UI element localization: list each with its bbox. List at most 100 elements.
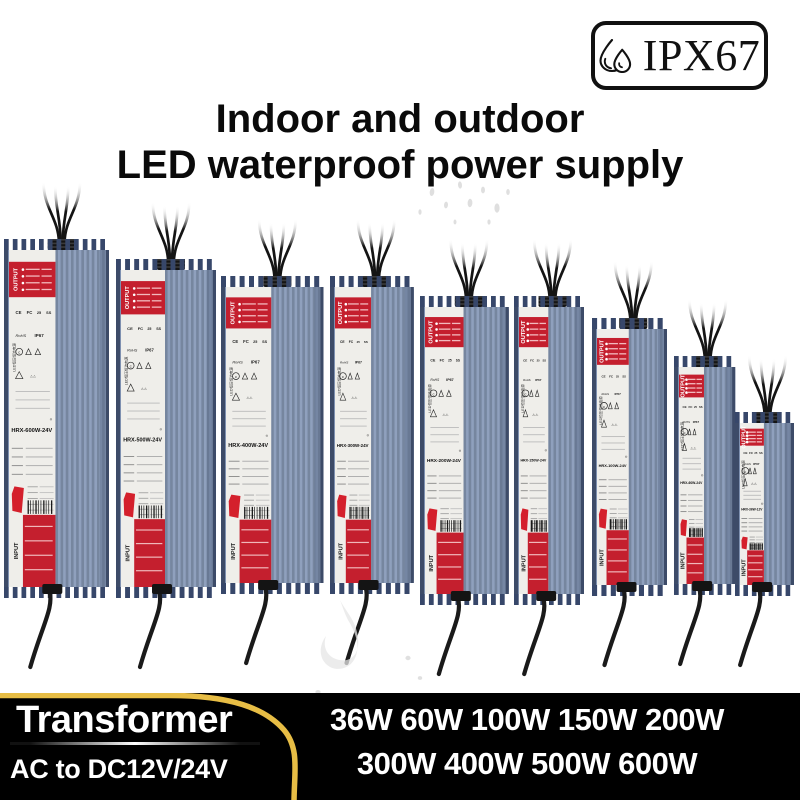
svg-text:HRX-60W-24V: HRX-60W-24V bbox=[680, 481, 703, 485]
svg-text:IP67: IP67 bbox=[535, 378, 542, 382]
svg-text:SS: SS bbox=[759, 451, 763, 455]
svg-text:⚠︎⚠︎: ⚠︎⚠︎ bbox=[751, 482, 757, 486]
svg-text:RoHS: RoHS bbox=[430, 378, 440, 382]
svg-text:⚠︎⚠︎: ⚠︎⚠︎ bbox=[611, 423, 617, 427]
svg-text:LED恒压恒流电源: LED恒压恒流电源 bbox=[11, 343, 16, 372]
svg-text:CE: CE bbox=[523, 359, 527, 363]
svg-text:INPUT: INPUT bbox=[681, 552, 687, 569]
svg-text:HRX-200W-24V: HRX-200W-24V bbox=[427, 458, 462, 464]
svg-text:LED恒压恒流电源: LED恒压恒流电源 bbox=[520, 384, 525, 413]
svg-text:c: c bbox=[683, 430, 685, 435]
svg-text:HRX-100W-24V: HRX-100W-24V bbox=[598, 463, 626, 468]
svg-text:⚠︎⚠︎: ⚠︎⚠︎ bbox=[442, 413, 448, 417]
svg-text:c: c bbox=[432, 391, 434, 396]
svg-text:25: 25 bbox=[148, 327, 152, 331]
svg-text:⚠︎⚠︎: ⚠︎⚠︎ bbox=[141, 387, 147, 391]
svg-text:INPUT: INPUT bbox=[521, 554, 527, 571]
svg-text:FC: FC bbox=[440, 359, 445, 363]
svg-text:CE: CE bbox=[127, 326, 133, 331]
svg-text:CE: CE bbox=[682, 405, 686, 409]
svg-text:25: 25 bbox=[616, 375, 619, 379]
svg-text:RoHS: RoHS bbox=[127, 349, 138, 353]
svg-text:HRX-600W-24V: HRX-600W-24V bbox=[11, 428, 52, 434]
svg-text:LED恒压恒流电源: LED恒压恒流电源 bbox=[598, 396, 603, 425]
svg-text:LED恒压恒流电源: LED恒压恒流电源 bbox=[427, 384, 432, 413]
svg-text:RoHS: RoHS bbox=[523, 378, 531, 382]
svg-text:⚠︎⚠︎: ⚠︎⚠︎ bbox=[351, 396, 357, 400]
svg-text:c: c bbox=[235, 374, 237, 379]
svg-text:c: c bbox=[524, 391, 526, 396]
svg-text:SS: SS bbox=[699, 405, 703, 409]
svg-text:HRX-300W-24V: HRX-300W-24V bbox=[337, 443, 369, 448]
svg-text:OUTPUT: OUTPUT bbox=[125, 286, 131, 310]
svg-text:IP67: IP67 bbox=[355, 360, 362, 364]
svg-text:INPUT: INPUT bbox=[742, 559, 748, 576]
svg-text:IP67: IP67 bbox=[693, 420, 700, 424]
svg-text:IP67: IP67 bbox=[753, 462, 760, 466]
svg-text:OUTPUT: OUTPUT bbox=[599, 339, 605, 363]
svg-text:c: c bbox=[342, 374, 344, 379]
svg-text:FC: FC bbox=[349, 340, 354, 344]
svg-text:OUTPUT: OUTPUT bbox=[680, 374, 686, 398]
svg-text:HRX-150W-24V: HRX-150W-24V bbox=[520, 459, 546, 463]
svg-text:OUTPUT: OUTPUT bbox=[338, 301, 344, 325]
svg-text:LED恒压恒流电源: LED恒压恒流电源 bbox=[337, 367, 342, 396]
svg-text:RoHS: RoHS bbox=[15, 333, 26, 338]
svg-text:⚠︎⚠︎: ⚠︎⚠︎ bbox=[690, 447, 696, 451]
svg-text:CE: CE bbox=[15, 310, 21, 315]
svg-text:IP67: IP67 bbox=[34, 333, 44, 338]
svg-text:25: 25 bbox=[357, 340, 361, 344]
svg-text:25: 25 bbox=[754, 451, 757, 455]
svg-text:RoHS: RoHS bbox=[682, 420, 690, 424]
svg-text:c: c bbox=[18, 350, 20, 355]
svg-text:SS: SS bbox=[46, 311, 52, 315]
svg-text:OUTPUT: OUTPUT bbox=[521, 320, 527, 344]
svg-text:FC: FC bbox=[138, 326, 143, 331]
svg-text:INPUT: INPUT bbox=[338, 542, 344, 559]
svg-text:CE: CE bbox=[601, 375, 605, 379]
svg-text:INPUT: INPUT bbox=[429, 554, 435, 571]
svg-text:FC: FC bbox=[243, 339, 249, 344]
svg-text:SS: SS bbox=[262, 340, 267, 344]
svg-text:IP67: IP67 bbox=[145, 348, 154, 353]
svg-text:HRX-500W-24V: HRX-500W-24V bbox=[123, 437, 162, 443]
svg-text:25: 25 bbox=[694, 405, 697, 409]
svg-text:IP67: IP67 bbox=[446, 378, 454, 382]
svg-text:HRX-400W-24V: HRX-400W-24V bbox=[228, 443, 268, 449]
svg-text:OUTPUT: OUTPUT bbox=[741, 425, 747, 449]
svg-text:FC: FC bbox=[26, 310, 32, 315]
svg-text:CE: CE bbox=[233, 339, 239, 344]
svg-text:25: 25 bbox=[448, 359, 452, 363]
svg-text:25: 25 bbox=[536, 359, 539, 363]
svg-text:SS: SS bbox=[456, 359, 460, 363]
svg-text:SS: SS bbox=[622, 375, 626, 379]
svg-text:SS: SS bbox=[542, 359, 546, 363]
svg-text:SS: SS bbox=[364, 340, 368, 344]
svg-text:CE: CE bbox=[340, 340, 345, 344]
svg-text:INPUT: INPUT bbox=[231, 542, 237, 559]
svg-text:c: c bbox=[744, 469, 746, 474]
svg-text:HRX-36W-12V: HRX-36W-12V bbox=[741, 508, 763, 512]
svg-text:OUTPUT: OUTPUT bbox=[231, 301, 237, 325]
svg-text:LED恒压恒流电源: LED恒压恒流电源 bbox=[124, 356, 129, 385]
svg-text:OUTPUT: OUTPUT bbox=[13, 267, 19, 291]
svg-text:INPUT: INPUT bbox=[14, 542, 20, 559]
svg-text:IP67: IP67 bbox=[614, 392, 621, 396]
svg-text:CE: CE bbox=[743, 451, 747, 455]
svg-text:⚠︎⚠︎: ⚠︎⚠︎ bbox=[532, 413, 538, 417]
svg-text:CE: CE bbox=[430, 359, 436, 363]
svg-text:⚠︎⚠︎: ⚠︎⚠︎ bbox=[247, 396, 253, 400]
svg-text:⚠︎⚠︎: ⚠︎⚠︎ bbox=[30, 375, 36, 379]
svg-text:RoHS: RoHS bbox=[233, 359, 244, 364]
svg-text:LED恒压恒流电源: LED恒压恒流电源 bbox=[229, 367, 234, 396]
svg-text:RoHS: RoHS bbox=[340, 360, 349, 364]
svg-text:c: c bbox=[130, 364, 132, 369]
svg-text:IP67: IP67 bbox=[251, 359, 260, 364]
svg-text:SS: SS bbox=[156, 327, 161, 331]
svg-text:INPUT: INPUT bbox=[126, 544, 132, 561]
svg-text:INPUT: INPUT bbox=[600, 549, 606, 566]
svg-text:25: 25 bbox=[253, 340, 257, 344]
svg-text:c: c bbox=[603, 404, 605, 409]
svg-text:RoHS: RoHS bbox=[601, 392, 609, 396]
svg-text:RoHS: RoHS bbox=[743, 462, 751, 466]
